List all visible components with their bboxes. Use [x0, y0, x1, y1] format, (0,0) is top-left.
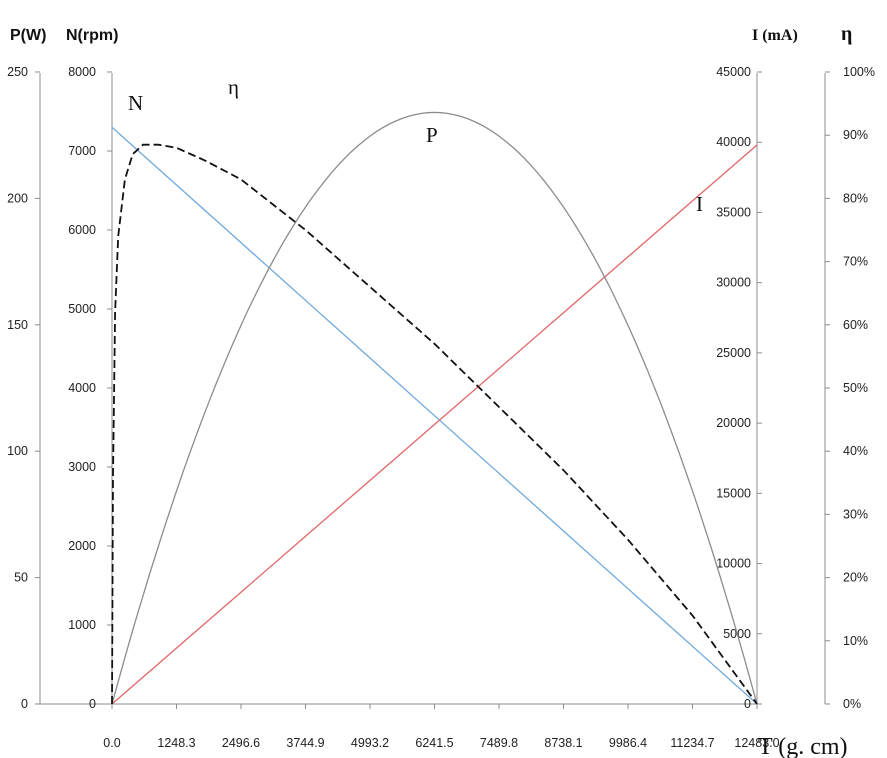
eta-tick-label: 50%	[843, 381, 868, 395]
n-tick-label: 4000	[68, 381, 96, 395]
n-tick-label: 0	[89, 697, 96, 711]
n-tick-label: 1000	[68, 618, 96, 632]
x-tick-label: 12483.0	[734, 736, 779, 750]
i-tick-label: 25000	[716, 346, 751, 360]
x-tick-label: 9986.4	[609, 736, 647, 750]
eta-axis-title: η	[841, 23, 852, 45]
eta-tick-label: 10%	[843, 634, 868, 648]
series-label-p: P	[426, 123, 438, 147]
i-tick-label: 45000	[716, 65, 751, 79]
p-tick-label: 0	[21, 697, 28, 711]
x-tick-label: 11234.7	[670, 736, 714, 750]
p-axis-title: P(W)	[10, 27, 46, 44]
i-tick-label: 10000	[716, 557, 751, 571]
i-tick-label: 40000	[716, 135, 751, 149]
eta-tick-label: 40%	[843, 444, 868, 458]
eta-tick-label: 80%	[843, 191, 868, 205]
n-tick-label: 8000	[68, 65, 96, 79]
series-label-n: N	[128, 91, 143, 115]
i-tick-label: 0	[744, 697, 751, 711]
x-tick-label: 7489.8	[480, 736, 518, 750]
n-tick-label: 6000	[68, 223, 96, 237]
n-axis-title: N(rpm)	[66, 27, 118, 44]
p-tick-label: 200	[7, 191, 28, 205]
i-tick-label: 35000	[716, 205, 751, 219]
n-tick-label: 3000	[68, 460, 96, 474]
series-line-n	[111, 126, 758, 705]
eta-tick-label: 90%	[843, 128, 868, 142]
eta-tick-label: 60%	[843, 318, 868, 332]
x-tick-label: 2496.6	[222, 736, 260, 750]
p-tick-label: 100	[7, 444, 28, 458]
p-tick-label: 250	[7, 65, 28, 79]
n-tick-label: 2000	[68, 539, 96, 553]
series-line-eta	[111, 143, 758, 705]
p-tick-label: 50	[14, 571, 28, 585]
series-line-p	[111, 111, 758, 705]
i-axis-title: I (mA)	[752, 27, 798, 44]
series-label-eta: η	[228, 75, 239, 99]
n-tick-label: 7000	[68, 144, 96, 158]
x-tick-label: 4993.2	[351, 736, 389, 750]
x-axis-title: T (g. cm)	[758, 734, 848, 758]
series-lines	[111, 111, 758, 705]
x-tick-label: 8738.1	[544, 736, 582, 750]
x-tick-label: 0.0	[103, 736, 120, 750]
series-line-i	[111, 144, 758, 705]
series-label-i: I	[696, 192, 703, 216]
eta-tick-label: 100%	[843, 65, 875, 79]
i-tick-label: 15000	[716, 486, 751, 500]
x-tick-label: 6241.5	[415, 736, 453, 750]
eta-tick-label: 20%	[843, 571, 868, 585]
eta-tick-label: 30%	[843, 507, 868, 521]
n-tick-label: 5000	[68, 302, 96, 316]
plot-area: 0 50 100 150 200 250 0 1000 2000 3000 4000 5000 6000…	[7, 65, 875, 750]
x-tick-label: 1248.3	[157, 736, 195, 750]
axis-labels: P(W) N(rpm) I (mA) η T (g. cm) N η P I	[10, 23, 852, 758]
x-tick-label: 3744.9	[286, 736, 324, 750]
eta-tick-label: 70%	[843, 255, 868, 269]
i-tick-label: 20000	[716, 416, 751, 430]
eta-tick-label: 0%	[843, 697, 861, 711]
i-tick-label: 30000	[716, 276, 751, 290]
p-tick-label: 150	[7, 318, 28, 332]
